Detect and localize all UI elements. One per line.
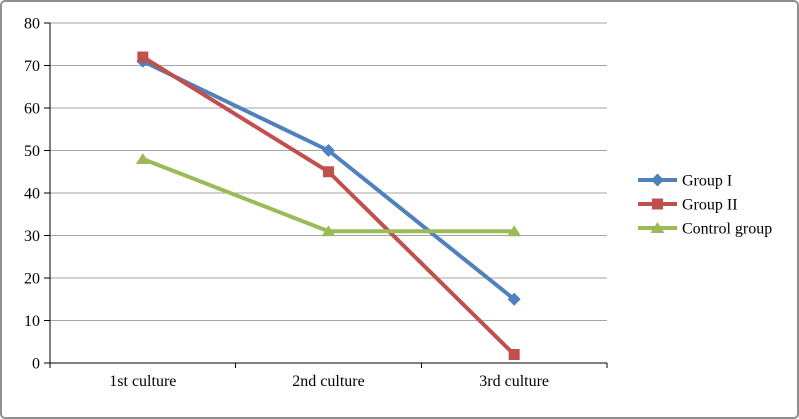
y-axis-tick-label: 10: [24, 313, 40, 330]
square-marker: [508, 349, 520, 360]
triangle-marker: [507, 225, 522, 237]
diamond-icon: [651, 173, 664, 187]
legend-item-label: Group I: [682, 173, 732, 190]
diamond-marker: [322, 144, 335, 157]
y-axis: 0 10 20 30 40 50 60 70 80: [24, 16, 51, 373]
x-axis-category-label: 3rd culture: [479, 373, 549, 390]
legend-item: Group I: [638, 173, 732, 190]
y-axis-tick-label: 60: [24, 101, 40, 118]
legend-item-label: Control group: [682, 221, 772, 238]
y-axis-tick-label: 50: [24, 143, 40, 160]
series-group-ii: [137, 51, 520, 360]
x-axis-category-label: 1st culture: [109, 373, 176, 390]
x-axis-category-label: 2nd culture: [292, 373, 364, 390]
x-axis: 1st culture 2nd culture 3rd culture: [49, 362, 608, 390]
plot-area: [135, 51, 522, 360]
square-marker: [323, 166, 334, 178]
triangle-icon: [650, 222, 665, 233]
legend-item: Control group: [638, 221, 772, 238]
legend: Group I Group II Control group: [638, 173, 772, 238]
triangle-marker: [135, 153, 150, 164]
y-axis-tick-label: 20: [24, 271, 40, 288]
legend-item-label: Group II: [682, 197, 738, 214]
square-icon: [652, 198, 663, 210]
diamond-marker: [507, 292, 521, 306]
y-axis-tick-label: 0: [32, 356, 40, 373]
y-axis-tick-label: 80: [24, 16, 40, 33]
y-axis-tick-label: 40: [24, 186, 40, 203]
y-axis-tick-label: 70: [24, 58, 40, 75]
square-marker: [137, 51, 149, 63]
triangle-marker: [321, 225, 336, 237]
legend-item: Group II: [638, 197, 738, 214]
y-axis-tick-label: 30: [24, 228, 40, 245]
series-control-group: [135, 153, 522, 237]
